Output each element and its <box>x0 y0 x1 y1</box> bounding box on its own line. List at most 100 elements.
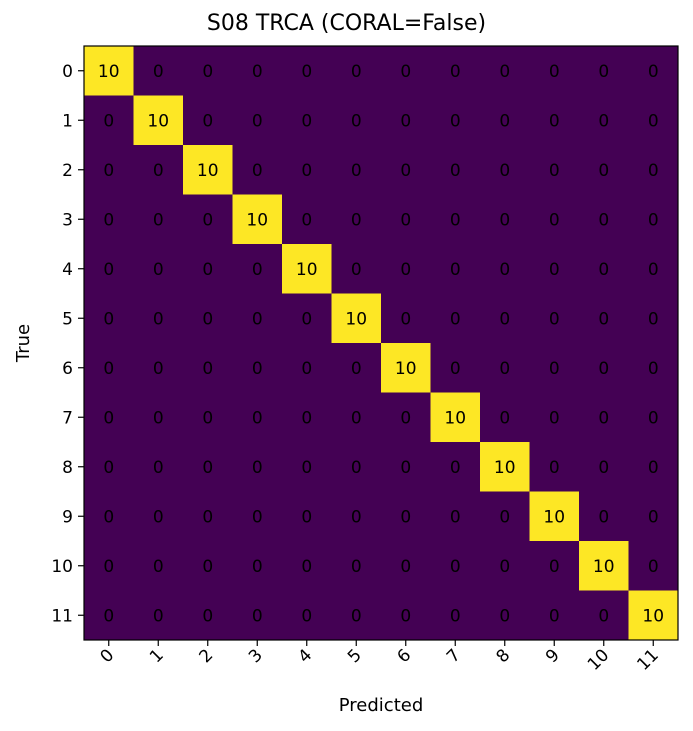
cell-value-label: 0 <box>450 309 461 329</box>
cell-value-label: 0 <box>400 458 411 478</box>
cell-value-label: 0 <box>450 507 461 527</box>
heatmap-cell <box>133 194 184 245</box>
heatmap-cell <box>84 145 134 195</box>
y-tick-label: 11 <box>51 606 73 626</box>
cell-value-label: 0 <box>252 62 263 82</box>
heatmap-cell <box>84 392 134 443</box>
cell-value-label: 0 <box>400 606 411 626</box>
cell-value-label: 0 <box>103 408 114 428</box>
cell-value-label: 0 <box>252 359 263 379</box>
cell-value-label: 0 <box>648 359 659 379</box>
cell-value-label: 0 <box>252 557 263 577</box>
heatmap-cell <box>430 46 481 96</box>
cell-value-label: 0 <box>549 309 560 329</box>
cell-value-label: 0 <box>252 458 263 478</box>
cell-value-label: 0 <box>103 606 114 626</box>
heatmap-cell <box>381 442 431 492</box>
cell-value-label: 0 <box>252 309 263 329</box>
cell-value-label: 0 <box>648 557 659 577</box>
cell-value-label: 10 <box>494 458 516 478</box>
cell-value-label: 0 <box>499 62 510 82</box>
heatmap-cell <box>183 343 233 393</box>
heatmap-cell <box>232 194 283 245</box>
cell-value-label: 0 <box>301 161 312 181</box>
cell-value-label: 0 <box>351 210 362 230</box>
x-tick-label: 5 <box>344 645 366 667</box>
cell-value-label: 0 <box>450 557 461 577</box>
cell-value-label: 10 <box>98 62 120 82</box>
cell-value-label: 0 <box>499 161 510 181</box>
heatmap-cell <box>430 392 481 443</box>
heatmap-cell <box>331 46 382 96</box>
cell-value-label: 0 <box>202 210 213 230</box>
heatmap-cell <box>628 392 679 443</box>
heatmap-cell <box>529 194 580 245</box>
cell-value-label: 0 <box>648 309 659 329</box>
cell-value-label: 0 <box>400 62 411 82</box>
heatmap-cell <box>232 343 283 393</box>
cell-value-label: 0 <box>301 309 312 329</box>
heatmap-cell <box>232 46 283 96</box>
heatmap-cell <box>232 392 283 443</box>
heatmap-cell <box>381 145 431 195</box>
y-tick-label: 7 <box>62 408 73 428</box>
heatmap-cell <box>331 392 382 443</box>
x-tick-label: 3 <box>245 645 267 667</box>
heatmap-cell <box>84 244 134 294</box>
heatmap-cell <box>282 491 332 542</box>
cell-value-label: 0 <box>598 62 609 82</box>
heatmap-cell <box>84 46 134 96</box>
cell-value-label: 0 <box>549 62 560 82</box>
cell-value-label: 0 <box>301 557 312 577</box>
heatmap-cell <box>628 541 679 591</box>
cell-value-label: 0 <box>252 507 263 527</box>
cell-value-label: 0 <box>648 458 659 478</box>
heatmap-cell <box>381 46 431 96</box>
y-tick-label: 9 <box>62 507 73 527</box>
heatmap-cell <box>183 145 233 195</box>
cell-value-label: 0 <box>153 408 164 428</box>
cell-value-label: 0 <box>153 458 164 478</box>
cell-value-label: 0 <box>103 260 114 280</box>
cell-value-label: 10 <box>197 161 219 181</box>
x-axis-ticks: 0 1 2 3 4 5 6 7 8 9 10 11 <box>96 640 663 675</box>
cell-value-label: 0 <box>450 210 461 230</box>
cell-value-label: 0 <box>202 111 213 131</box>
heatmap-cell <box>628 95 679 146</box>
heatmap-cell <box>579 491 629 542</box>
cell-value-label: 0 <box>598 260 609 280</box>
cell-value-label: 0 <box>351 507 362 527</box>
cell-value-label: 0 <box>153 606 164 626</box>
heatmap-cell <box>133 145 184 195</box>
cell-value-label: 0 <box>499 408 510 428</box>
cell-value-label: 0 <box>351 606 362 626</box>
cell-value-label: 0 <box>450 111 461 131</box>
cell-value-label: 0 <box>499 557 510 577</box>
cell-value-label: 0 <box>153 210 164 230</box>
cell-value-label: 0 <box>648 210 659 230</box>
cell-value-label: 0 <box>103 507 114 527</box>
cell-value-label: 0 <box>301 458 312 478</box>
cell-value-label: 0 <box>301 408 312 428</box>
y-tick-label: 3 <box>62 210 73 230</box>
heatmap-cell <box>232 590 283 641</box>
heatmap-cell <box>232 541 283 591</box>
heatmap-cell <box>480 244 530 294</box>
cell-value-label: 0 <box>499 606 510 626</box>
cell-value-label: 0 <box>202 62 213 82</box>
cell-value-label: 0 <box>153 260 164 280</box>
cell-value-label: 0 <box>351 260 362 280</box>
cell-value-label: 0 <box>598 309 609 329</box>
heatmap-cell <box>183 293 233 344</box>
heatmap-cell <box>579 343 629 393</box>
cell-value-label: 0 <box>351 408 362 428</box>
heatmap-cell <box>133 590 184 641</box>
heatmap-cell <box>480 442 530 492</box>
cell-value-label: 0 <box>549 161 560 181</box>
heatmap-cell <box>430 145 481 195</box>
heatmap-cell <box>529 491 580 542</box>
heatmap-cell <box>183 244 233 294</box>
cell-value-label: 0 <box>153 507 164 527</box>
heatmap-cell <box>480 46 530 96</box>
